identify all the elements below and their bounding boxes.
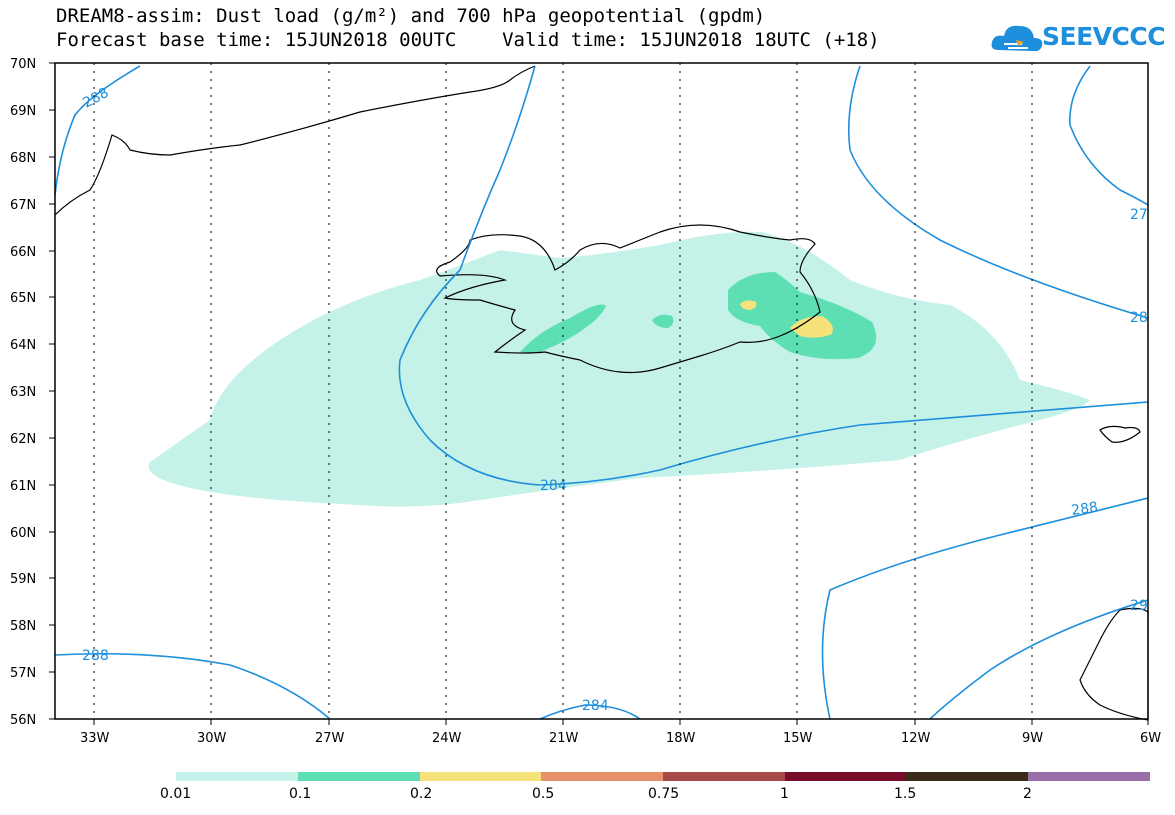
lat-label: 63N [10, 385, 36, 400]
lon-axis: 33W 30W 27W 24W 21W 18W 15W 12W 9W 6W [80, 719, 1161, 746]
colorbar [176, 772, 1150, 781]
contour-label: 27 [1130, 207, 1148, 223]
colorbar-swatch [785, 772, 906, 781]
lat-label: 65N [10, 291, 36, 306]
contour-label: 29 [1130, 598, 1148, 614]
map-subtitle: Forecast base time: 15JUN2018 00UTC Vali… [56, 29, 880, 51]
coastlines [54, 65, 1149, 721]
logo-text: SEEVCCC [1042, 22, 1166, 51]
contour-label: 28 [1130, 310, 1148, 326]
colorbar-swatch [541, 772, 663, 781]
colorbar-label: 1 [780, 786, 789, 802]
contour-label: 284 [540, 478, 567, 494]
lat-label: 67N [10, 198, 36, 213]
lon-label: 21W [549, 731, 579, 746]
lat-label: 60N [10, 526, 36, 541]
lon-label: 30W [197, 731, 227, 746]
colorbar-label: 0.01 [160, 786, 192, 802]
colorbar-swatch [176, 772, 298, 781]
lat-label: 70N [10, 57, 36, 72]
contour-label: 288 [82, 648, 109, 664]
dust-region-high [740, 300, 757, 310]
colorbar-label: 0.5 [532, 786, 555, 802]
colorbar-label: 1.5 [894, 786, 917, 802]
lon-label: 18W [666, 731, 696, 746]
colorbar-swatch [298, 772, 420, 781]
lon-label: 33W [80, 731, 110, 746]
colorbar-swatch [420, 772, 541, 781]
dust-region-mid [728, 272, 877, 360]
lat-label: 62N [10, 432, 36, 447]
lat-label: 61N [10, 479, 36, 494]
contour-label: 288 [1070, 499, 1099, 519]
gridlines [93, 63, 1033, 719]
lat-label: 66N [10, 245, 36, 260]
lon-label: 24W [432, 731, 462, 746]
colorbar-label: 2 [1023, 786, 1032, 802]
geopotential-contours [54, 65, 1149, 720]
lat-label: 57N [10, 666, 36, 681]
colorbar-label: 0.75 [648, 786, 680, 802]
lat-label: 68N [10, 151, 36, 166]
colorbar-label: 0.2 [410, 786, 433, 802]
lat-axis: 70N 69N 68N 67N 66N 65N 64N 63N 62N 61N … [10, 57, 55, 728]
lat-label: 69N [10, 104, 36, 119]
contour-label: 284 [582, 698, 609, 714]
lat-label: 64N [10, 338, 36, 353]
colorbar-swatch [906, 772, 1028, 781]
colorbar-swatch [1028, 772, 1150, 781]
dust-region-low [148, 231, 1091, 507]
colorbar-swatch [663, 772, 785, 781]
contour-labels: 288 27 28 284 288 29 288 284 [80, 85, 1147, 714]
map-title: DREAM8-assim: Dust load (g/m²) and 700 h… [56, 5, 766, 27]
dust-region-high [790, 316, 833, 338]
lat-label: 59N [10, 572, 36, 587]
lat-label: 56N [10, 713, 36, 728]
lon-label: 9W [1022, 731, 1043, 746]
colorbar-label: 0.1 [289, 786, 312, 802]
lon-label: 12W [901, 731, 931, 746]
dust-region-mid [652, 314, 674, 328]
lat-label: 58N [10, 619, 36, 634]
lon-label: 15W [783, 731, 813, 746]
lon-label: 27W [315, 731, 345, 746]
cloud-logo-icon [991, 25, 1043, 52]
lon-label: 6W [1140, 731, 1161, 746]
